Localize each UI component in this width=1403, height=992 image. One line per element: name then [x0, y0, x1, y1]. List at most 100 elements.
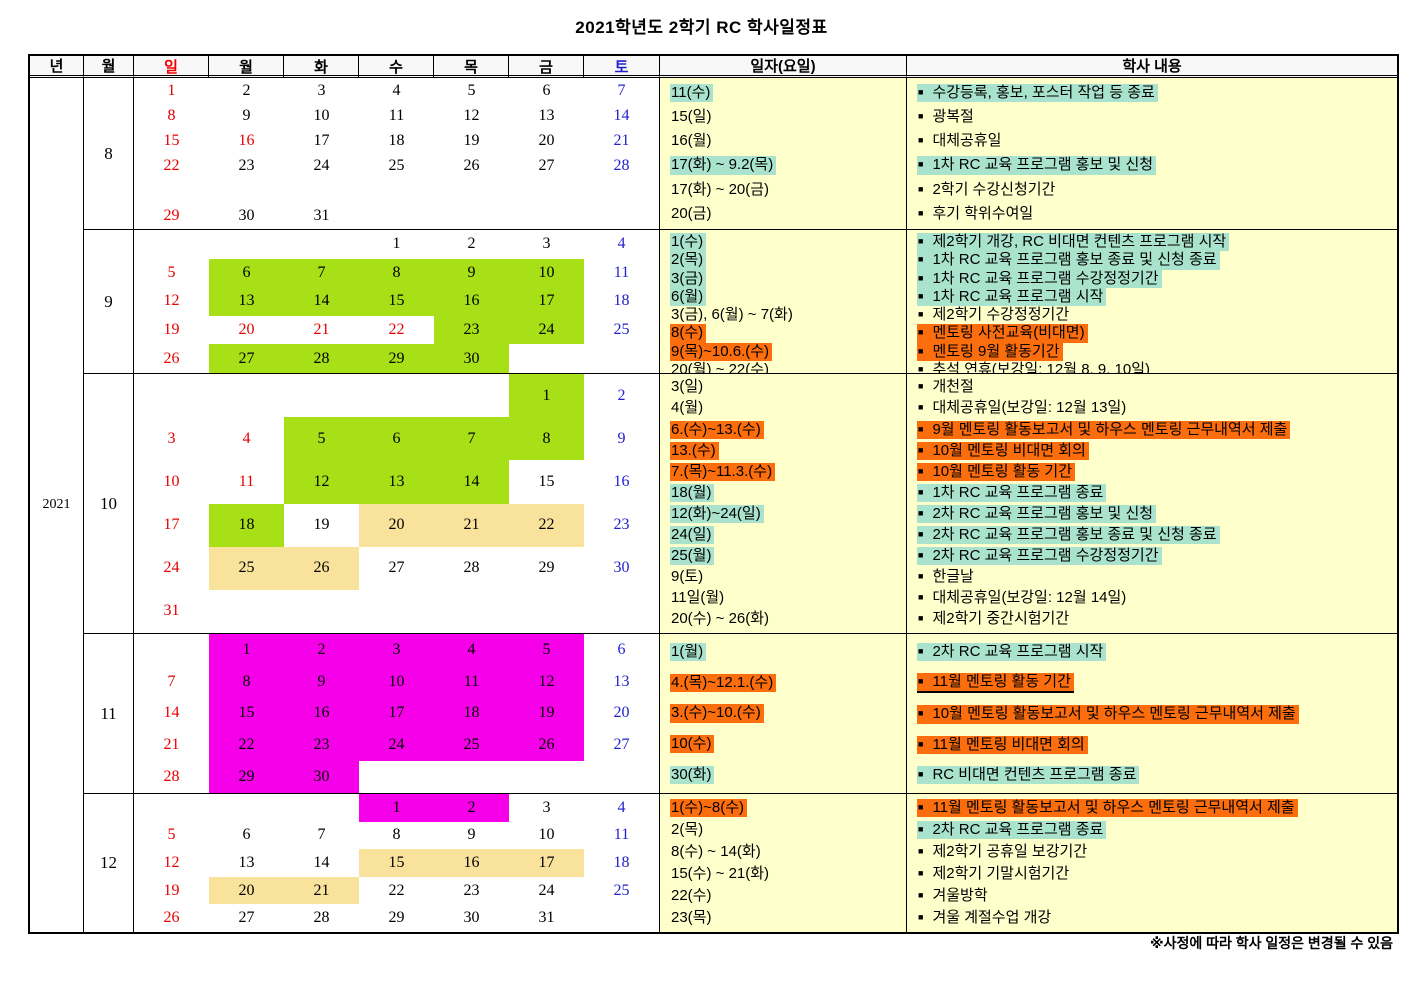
calendar-day: 20 [359, 503, 434, 547]
schedule-date: 20(금) [671, 204, 712, 222]
bullet-icon: ■ [918, 345, 924, 356]
dow-label-tue: 화 [284, 56, 359, 77]
calendar-day [584, 590, 659, 633]
bullet-icon: ■ [918, 465, 924, 476]
calendar-day [284, 794, 359, 822]
bullet-icon: ■ [918, 309, 924, 319]
calendar-day: 26 [163, 349, 180, 367]
calendar-day: 29 [388, 909, 405, 927]
calendar-day [284, 230, 359, 259]
bullet-icon: ■ [918, 507, 924, 518]
calendar-day: 15 [359, 287, 434, 316]
calendar-day: 22 [388, 321, 405, 339]
bullet-icon: ■ [918, 183, 924, 194]
calendar-day: 1 [209, 634, 284, 666]
calendar-day [359, 179, 434, 204]
schedule-content: ■ 2차 RC 교육 프로그램 수강정정기간 [917, 547, 1393, 566]
calendar-day: 8 [392, 826, 401, 844]
schedule-contents-panel: ■ 11월 멘토링 활동보고서 및 하우스 멘토링 근무내역서 제출 ■ 2차 RC … [907, 794, 1397, 932]
calendar-day [434, 204, 509, 229]
calendar-day: 3 [542, 798, 551, 816]
calendar-day [509, 344, 584, 373]
bullet-icon: ■ [918, 613, 924, 624]
calendar-day: 4 [617, 235, 626, 253]
calendar-day: 12 [163, 292, 180, 310]
calendar-day: 13 [359, 460, 434, 504]
schedule-dates-panel: 11(수) 15(일) 16(월) 17(화) ~ 9.2(목) 17(화) ~ 20(… [660, 78, 907, 230]
calendar-day: 16 [238, 131, 255, 149]
schedule-date: 3.(수)~10.(수) [670, 704, 902, 723]
schedule-date: 1(수)~8(수) [670, 798, 902, 818]
month-number-cell: 9 [84, 230, 134, 374]
calendar-day [434, 374, 509, 417]
schedule-date: 11일(월) [671, 589, 725, 607]
schedule-date: 25(월) [670, 547, 902, 566]
bullet-icon: ■ [918, 676, 924, 687]
calendar-day: 1 [359, 794, 434, 822]
schedule-content: ■ 10월 멘토링 활동 기간 [917, 462, 1393, 481]
calendar-day: 17 [313, 131, 330, 149]
calendar-day: 24 [509, 315, 584, 345]
calendar-day: 10 [163, 472, 180, 490]
calendar-day: 3 [359, 634, 434, 666]
schedule-content: ■ 9월 멘토링 활동보고서 및 하우스 멘토링 근무내역서 제출 [917, 420, 1393, 439]
schedule-content: ■ 10월 멘토링 활동보고서 및 하우스 멘토링 근무내역서 제출 [917, 705, 1393, 724]
schedule-content: ■ 제2학기 기말시험기간 [918, 864, 1070, 882]
calendar-day [359, 590, 434, 633]
calendar-day: 24 [163, 559, 180, 577]
schedule-content: ■ 후기 학위수여일 [918, 204, 1034, 222]
calendar-day: 21 [284, 876, 359, 905]
schedule-content: ■ 2차 RC 교육 프로그램 홍보 및 신청 [917, 504, 1393, 524]
month-number-cell: 11 [84, 634, 134, 794]
calendar-day: 24 [538, 881, 555, 899]
schedule-content: ■ 멘토링 사전교육(비대면) [917, 324, 1393, 343]
bullet-icon: ■ [918, 381, 924, 392]
schedule-content: ■ 제2학기 공휴일 보강기간 [918, 842, 1088, 860]
calendar-day: 22 [163, 157, 180, 175]
schedule-content: ■ 11월 멘토링 활동보고서 및 하우스 멘토링 근무내역서 제출 [917, 798, 1393, 818]
calendar-day: 27 [209, 344, 284, 373]
calendar-day [584, 904, 659, 932]
calendar-day [509, 761, 584, 793]
calendar-day [284, 590, 359, 633]
bullet-icon: ■ [918, 738, 924, 749]
calendar-day: 10 [313, 106, 330, 124]
calendar-day: 2 [284, 634, 359, 666]
schedule-content: ■ 1차 RC 교육 프로그램 홍보 종료 및 신청 종료 [917, 251, 1393, 270]
schedule-content: ■ 2차 RC 교육 프로그램 홍보 종료 및 신청 종료 [917, 525, 1393, 545]
calendar-day [434, 590, 509, 633]
schedule-date: 9(목)~10.6.(수) [670, 342, 902, 361]
header-date: 일자(요일) [660, 56, 907, 78]
calendar-day [209, 374, 284, 417]
year-cell: 2021 [30, 78, 84, 932]
schedule-content: ■ 2차 RC 교육 프로그램 종료 [917, 820, 1393, 840]
calendar-day [509, 179, 584, 204]
schedule-date: 17(화) ~ 9.2(목) [670, 156, 902, 175]
calendar-day: 4 [242, 429, 251, 447]
calendar-day: 23 [284, 729, 359, 762]
schedule-dates-panel: 1(수) 2(목) 3(금) 6(월) 3(금), 6(월) ~ 7(화) 8(수) 9(목… [660, 230, 907, 378]
calendar-day: 2 [617, 386, 626, 404]
calendar-day: 10 [359, 665, 434, 698]
calendar-day: 19 [313, 516, 330, 534]
bullet-icon: ■ [918, 236, 924, 246]
schedule-date: 2(목) [671, 820, 704, 838]
calendar-day: 30 [613, 559, 630, 577]
calendar-day: 21 [613, 131, 630, 149]
schedule-contents-panel: ■ 제2학기 개강, RC 비대면 컨텐츠 프로그램 시작 ■ 1차 RC 교육 프로… [907, 230, 1397, 378]
calendar-day: 23 [613, 516, 630, 534]
schedule-content: ■ 겨울 계절수업 개강 [918, 908, 1052, 926]
calendar-day: 5 [167, 263, 176, 281]
calendar-day [284, 179, 359, 204]
calendar-day: 12 [463, 106, 480, 124]
schedule-content: ■ 2차 RC 교육 프로그램 시작 [917, 642, 1393, 662]
calendar-day: 12 [163, 853, 180, 871]
schedule-date: 6.(수)~13.(수) [670, 420, 902, 439]
schedule-content: ■ 멘토링 9월 활동기간 [917, 342, 1393, 361]
calendar-day: 6 [542, 81, 551, 99]
calendar-day: 27 [388, 559, 405, 577]
calendar-day: 4 [392, 81, 401, 99]
dow-label-thu: 목 [434, 56, 509, 77]
schedule-date: 8(수) [670, 324, 902, 343]
